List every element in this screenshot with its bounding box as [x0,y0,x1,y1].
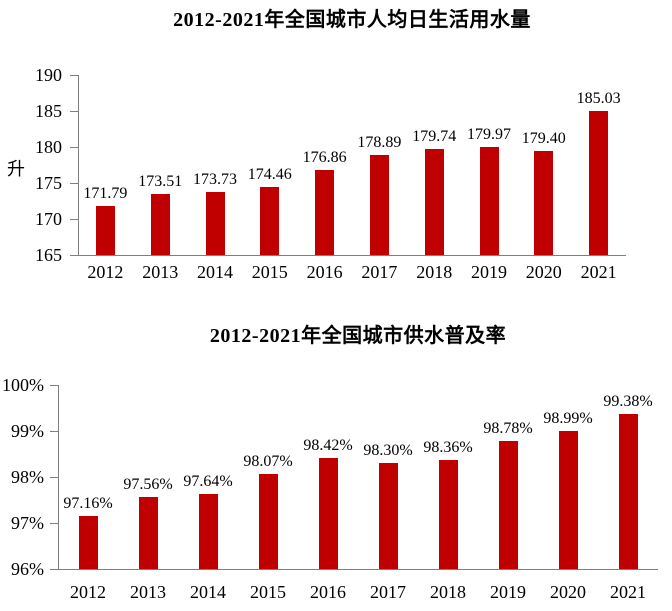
bar-2021 [618,413,638,569]
bar-value-label: 97.64% [183,472,233,490]
bar-2020 [558,431,578,569]
bar-2020 [534,151,554,255]
plot-area: 96% 97% 98% 99% 100% 97.16% 2012 97.56% 2013 97.6… [0,300,672,611]
x-category-label: 2012 [87,262,124,282]
y-tick-mark [70,147,78,148]
x-category-label: 2021 [580,262,617,282]
y-tick-mark [50,523,58,524]
bar-2014 [205,192,225,255]
y-tick-mark [50,431,58,432]
y-tick-label: 99% [11,421,44,441]
bar-value-label: 97.16% [63,494,113,512]
x-category-label: 2015 [251,262,288,282]
bar-2015 [258,473,278,569]
x-category-label: 2016 [310,582,346,602]
bar-value-label: 97.56% [123,476,173,494]
bar-value-label: 98.99% [543,410,593,428]
x-category-label: 2017 [361,262,398,282]
bar-value-label: 171.79 [83,185,128,203]
bar-2018 [424,148,444,255]
x-category-label: 2017 [370,582,406,602]
bar-2017 [378,463,398,569]
y-tick-label: 100% [2,375,44,395]
bar-2013 [138,497,158,569]
chart-title: 2012-2021年全国城市供水普及率 [209,325,507,347]
bar-value-label: 176.86 [302,148,347,166]
y-tick-mark [50,477,58,478]
bar-value-label: 178.89 [357,133,402,151]
bar-2014 [198,493,218,569]
daily-water-usage-chart: 2012-2021年全国城市人均日生活用水量 升 165 170 175 180 185… [0,0,672,300]
y-tick-mark [50,385,58,386]
bar-2012 [78,515,98,569]
y-axis-line [78,75,79,255]
y-tick-label: 190 [35,65,62,85]
bar-value-label: 173.51 [138,172,183,190]
bar-value-label: 179.74 [412,127,457,145]
y-tick-label: 175 [35,173,62,193]
y-tick-mark [70,219,78,220]
y-tick-mark [70,75,78,76]
y-tick-mark [70,183,78,184]
y-tick-label: 97% [11,513,44,533]
x-category-label: 2012 [70,582,106,602]
x-category-label: 2021 [610,582,646,602]
x-category-label: 2019 [470,262,507,282]
x-category-label: 2018 [430,582,466,602]
x-category-label: 2013 [130,582,166,602]
bar-value-label: 173.73 [193,171,237,189]
bar-value-label: 98.78% [483,420,533,438]
bar-value-label: 185.03 [576,89,621,107]
x-category-label: 2016 [306,262,343,282]
x-category-label: 2019 [490,582,526,602]
bar-value-label: 98.36% [423,439,473,457]
x-category-label: 2018 [416,262,453,282]
bar-2012 [95,206,115,255]
y-tick-label: 185 [35,101,62,121]
x-category-label: 2020 [525,262,562,282]
x-category-label: 2013 [142,262,179,282]
bar-2013 [150,193,170,255]
y-tick-mark [70,255,78,256]
bar-2016 [318,457,338,569]
bar-2018 [438,460,458,569]
bar-value-label: 174.46 [247,165,292,183]
x-category-label: 2014 [190,582,226,602]
y-tick-label: 96% [11,559,44,579]
x-category-label: 2015 [250,582,286,602]
bar-value-label: 179.97 [467,126,511,144]
water-supply-coverage-chart: 2012-2021年全国城市供水普及率 96% 97% 98% 99% 100% 97.1… [0,300,672,611]
bar-value-label: 179.40 [521,130,566,148]
bar-value-label: 98.42% [303,436,353,454]
chart-title: 2012-2021年全国城市人均日生活用水量 [173,9,531,31]
y-axis-unit-label: 升 [7,159,25,179]
bar-2015 [260,186,280,255]
y-tick-mark [50,569,58,570]
y-tick-label: 180 [35,137,62,157]
y-tick-label: 165 [35,245,62,265]
bar-value-label: 98.30% [363,442,413,460]
y-axis-line [58,385,59,569]
y-tick-label: 170 [35,209,62,229]
x-axis-line [78,255,626,256]
bar-2016 [315,169,335,255]
bar-value-label: 99.38% [603,392,653,410]
y-tick-label: 98% [11,467,44,487]
bar-2019 [498,441,518,569]
x-category-label: 2020 [550,582,586,602]
x-category-label: 2014 [196,262,233,282]
bar-2019 [479,147,499,255]
x-axis-line [58,569,658,570]
plot-area: 165 170 175 180 185 190 171.79 2012 173.51 2013 17… [0,0,672,300]
bar-value-label: 98.07% [243,452,293,470]
bar-2021 [589,110,609,255]
y-tick-mark [70,111,78,112]
bar-2017 [369,154,389,255]
